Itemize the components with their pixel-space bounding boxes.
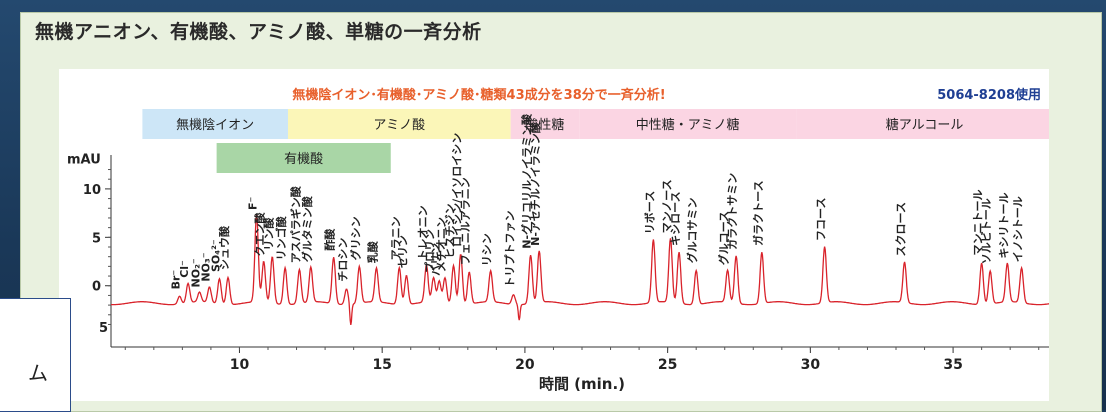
peak-label-41: イノシトール — [1012, 196, 1025, 262]
x-tick-label-4: 30 — [801, 357, 821, 373]
y-tick-label-partial: 5 — [99, 321, 108, 336]
peak-label-3: NO₃⁻ — [199, 252, 212, 281]
peak-label-17: セリン — [396, 235, 409, 268]
y-axis-label: mAU — [67, 153, 101, 168]
x-axis-label: 時間 (min.) — [539, 375, 625, 393]
peak-label-21: メチオニン — [435, 217, 448, 272]
peak-label-35: ガラクトース — [751, 180, 765, 245]
band-2 — [510, 109, 580, 139]
product-code: 5064-8208使用 — [937, 87, 1041, 103]
peak-label-36: フコース — [815, 198, 828, 241]
peak-label-25: リシン — [481, 233, 494, 266]
slide: 無機アニオン、有機酸、アミノ酸、単糖の一斉分析 無機陰イオン･有機酸･アミノ酸･… — [20, 12, 1102, 412]
peak-label-31: キシロース — [669, 191, 682, 245]
peak-label-40: キシリトール — [997, 192, 1010, 258]
band-3 — [579, 109, 797, 139]
band-5 — [216, 143, 391, 173]
peak-label-16: アラニン — [389, 216, 402, 260]
peak-label-12: 酢酸 — [323, 228, 337, 251]
peak-label-9: リンゴ酸 — [274, 215, 288, 260]
peak-label-24: フェニルアラニン — [459, 177, 472, 265]
peak-label-0: Br⁻ — [170, 270, 183, 290]
peak-label-37: スクロース — [895, 202, 908, 256]
chart-panel: 無機陰イオン･有機酸･アミノ酸･糖類43成分を38分で一斉分析! 5064-820… — [59, 69, 1053, 401]
x-tick-label-1: 15 — [372, 357, 391, 373]
peak-label-29: リボース — [642, 191, 656, 234]
peak-label-6: F⁻ — [247, 196, 260, 210]
band-label-1: アミノ酸 — [373, 118, 425, 133]
overlay-text: ム — [28, 361, 48, 385]
peak-label-33: グルコース — [717, 211, 731, 265]
peak-label-13: チロシン — [337, 238, 350, 282]
x-tick-label-3: 25 — [658, 357, 677, 373]
peak-label-20: バリン — [429, 243, 442, 276]
chromatogram-chart: 無機陰イオン･有機酸･アミノ酸･糖類43成分を38分で一斉分析! 5064-820… — [67, 87, 1053, 393]
peak-label-28: N-アセチルノイラミン酸 — [528, 121, 542, 246]
band-label-4: 糖アルコール — [886, 117, 964, 133]
y-tick-label-2: 10 — [83, 183, 101, 198]
band-0 — [142, 109, 288, 139]
peak-label-19: プロリン — [423, 229, 437, 273]
peak-label-18: トレオニン — [416, 205, 429, 260]
peak-label-38: マンニトール — [972, 190, 985, 256]
peak-label-30: マンノース — [660, 179, 673, 233]
band-label-2: 酸性糖 — [525, 117, 564, 133]
x-tick-label-5: 35 — [943, 357, 962, 373]
y-tick-label-1: 5 — [92, 231, 101, 246]
peak-label-34: ガラクトサミン — [725, 173, 739, 250]
band-label-0: 無機陰イオン — [176, 118, 254, 133]
band-label-3: 中性糖・アミノ糖 — [636, 117, 740, 133]
peak-label-22: ヒスチジン — [444, 203, 457, 258]
peak-label-1: Cl⁻ — [178, 260, 191, 278]
x-tick-label-2: 20 — [515, 357, 535, 373]
band-1 — [287, 109, 511, 139]
peak-label-39: ソルビトール — [979, 198, 993, 264]
chromatogram-trace — [111, 214, 1053, 326]
peak-label-32: グルコサミン — [685, 197, 699, 263]
peak-label-5: シュウ酸 — [217, 225, 231, 270]
peak-label-4: SO₄²⁻ — [209, 239, 222, 272]
x-tick-label-0: 10 — [230, 357, 250, 373]
peak-label-11: グルタミン酸 — [300, 195, 314, 262]
peak-label-14: グリシン — [348, 216, 362, 260]
y-tick-label-0: 0 — [92, 280, 101, 295]
peak-label-2: NO₂⁻ — [189, 258, 202, 287]
peak-label-15: 乳酸 — [365, 240, 379, 263]
peak-label-10: アスパラギン酸 — [288, 185, 302, 263]
band-label-5: 有機酸 — [284, 152, 323, 167]
peak-label-23: ロイシン/イソロイシン — [451, 133, 464, 247]
peak-label-26: トリプトファン — [502, 210, 516, 287]
peak-label-27: N-グリコリルノイラミン酸 — [520, 113, 534, 249]
peak-label-7: クエン酸 — [253, 211, 267, 256]
overlay-callout: ム — [0, 298, 71, 412]
band-4 — [796, 109, 1053, 139]
peak-label-8: リン酸 — [261, 217, 275, 251]
slide-title: 無機アニオン、有機酸、アミノ酸、単糖の一斉分析 — [35, 21, 482, 43]
chart-headline: 無機陰イオン･有機酸･アミノ酸･糖類43成分を38分で一斉分析! — [292, 87, 665, 103]
